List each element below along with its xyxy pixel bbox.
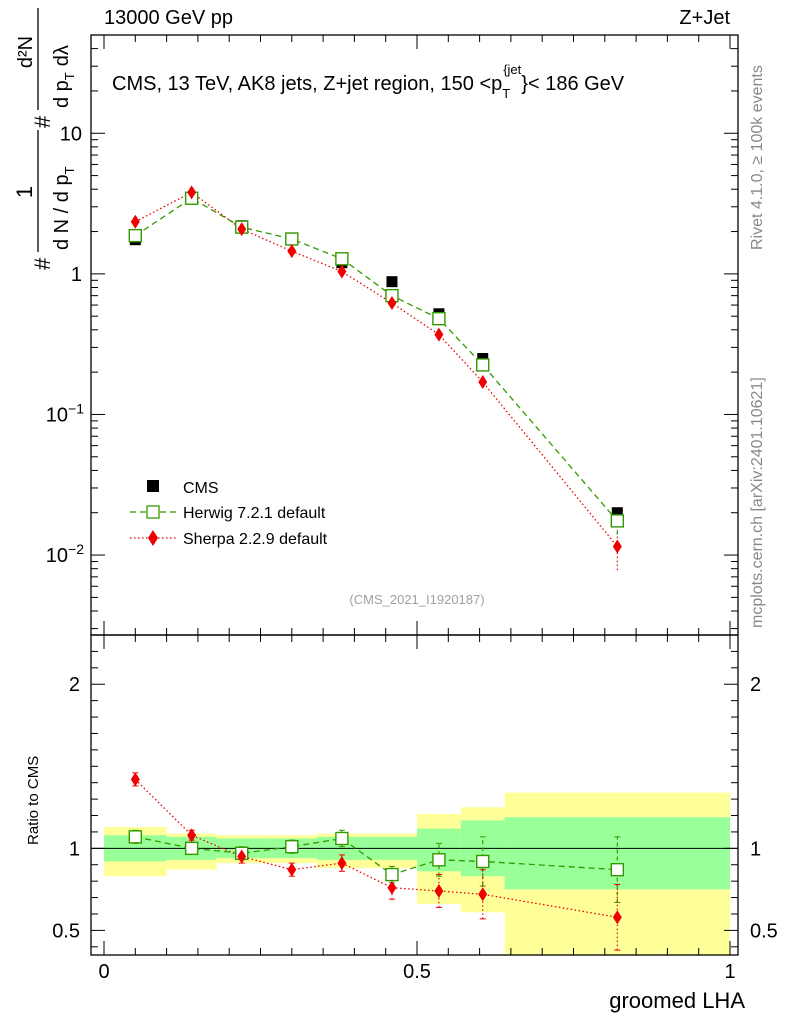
herwig-main-point xyxy=(476,358,490,372)
herwig-ratio-point xyxy=(476,854,490,869)
herwig-ratio-point xyxy=(432,853,446,867)
sherpa-ratio-point xyxy=(237,849,247,864)
herwig-main-point xyxy=(285,232,299,246)
sherpa-ratio-point xyxy=(434,884,444,898)
sherpa-main-point xyxy=(337,264,347,279)
herwig-ratio-point xyxy=(128,830,143,844)
sherpa-main-point xyxy=(612,539,622,554)
axis-ticks xyxy=(91,34,738,955)
sherpa-ratio-point xyxy=(187,828,197,843)
herwig-main-point xyxy=(610,514,625,528)
herwig-main-point xyxy=(128,228,143,243)
sherpa-main-point xyxy=(237,222,247,237)
legend-label-herwig: Herwig 7.2.1 default xyxy=(183,505,326,522)
sherpa-main-point xyxy=(478,375,488,390)
sherpa-ratio-point xyxy=(287,862,297,877)
legend-marker-cms xyxy=(147,480,159,492)
axis-tick-labels: 10−2 10−1 1 10 0.5 1 2 0.5 1 2 0 0.5 1 xyxy=(46,123,778,983)
legend-marker-sherpa xyxy=(148,530,158,546)
legend-marker-herwig xyxy=(146,505,160,519)
ratio-ytick-label-right-0.5: 0.5 xyxy=(750,920,778,942)
xtick-label-0.5: 0.5 xyxy=(403,961,431,983)
svg-text:d N / d pT: d N / d pT xyxy=(51,166,77,250)
svg-text:1: 1 xyxy=(12,186,37,198)
rivet-version-text: Rivet 4.1.0, ≥ 100k events xyxy=(749,65,766,250)
ratio-ytick-label-left-0.5: 0.5 xyxy=(52,920,80,942)
sherpa-main-point xyxy=(187,185,197,200)
main-ytick-label-1e-1: 10−1 xyxy=(46,400,84,426)
main-series-layer xyxy=(128,185,625,571)
ratio-ytick-label-right-2: 2 xyxy=(750,674,761,696)
herwig-main-point xyxy=(432,311,446,326)
svg-text:d pTdλ: d pTdλ xyxy=(51,45,77,108)
mcplots-text: mcplots.cern.ch [arXiv:2401.10621] xyxy=(749,377,766,628)
ratio-ytick-label-left-1: 1 xyxy=(69,838,80,860)
main-ylabel: # 1 d N / d pT # d²N d pTdλ xyxy=(12,8,77,270)
header-right: Z+Jet xyxy=(679,7,730,29)
xtick-label-1: 1 xyxy=(724,961,735,983)
legend-label-sherpa: Sherpa 2.2.9 default xyxy=(183,531,328,548)
ratio-ytick-label-right-1: 1 xyxy=(750,838,761,860)
sherpa-main-point xyxy=(130,214,140,229)
ratio-bands xyxy=(104,792,730,955)
main-ytick-label-1e-2: 10−2 xyxy=(46,541,84,567)
legend: CMS Herwig 7.2.1 default Sherpa 2.2.9 de… xyxy=(130,480,328,548)
legend-label-cms: CMS xyxy=(183,480,219,497)
analysis-id: (CMS_2021_I1920187) xyxy=(349,592,484,607)
sherpa-ratio-point xyxy=(478,887,488,902)
sherpa-main-line xyxy=(134,191,618,547)
sherpa-main-point xyxy=(387,296,397,311)
main-title: CMS, 13 TeV, AK8 jets, Z+jet region, 150… xyxy=(112,62,625,101)
xtick-label-0: 0 xyxy=(98,961,109,983)
herwig-main-line xyxy=(134,197,618,522)
herwig-ratio-point xyxy=(335,831,349,846)
ratio-ytick-label-left-2: 2 xyxy=(69,674,80,696)
herwig-ratio-point xyxy=(385,867,399,882)
ratio-series-layer xyxy=(128,772,625,951)
sherpa-ratio-point xyxy=(130,772,140,787)
header-left: 13000 GeV pp xyxy=(104,7,233,29)
cms-main-point xyxy=(611,507,623,519)
xaxis-label: groomed LHA xyxy=(609,988,745,1013)
herwig-ratio-point xyxy=(285,839,299,854)
herwig-main-point xyxy=(335,252,349,266)
sherpa-main-point xyxy=(287,244,297,259)
herwig-ratio-point xyxy=(184,841,199,856)
ratio-frame xyxy=(90,634,739,956)
svg-text:#: # xyxy=(30,115,55,128)
main-ytick-label-1: 1 xyxy=(71,264,82,286)
herwig-ratio-point xyxy=(610,862,625,877)
sherpa-ratio-point xyxy=(387,880,397,895)
sherpa-ratio-point xyxy=(337,856,347,871)
main-ytick-label-10: 10 xyxy=(60,123,82,145)
ratio-ylabel: Ratio to CMS xyxy=(25,756,42,845)
cms-main-point xyxy=(386,276,398,288)
svg-text:d²N: d²N xyxy=(15,36,37,68)
sherpa-ratio-point xyxy=(612,910,622,925)
sherpa-main-point xyxy=(434,327,444,342)
herwig-ratio-line xyxy=(135,836,618,876)
svg-text:#: # xyxy=(30,257,55,270)
